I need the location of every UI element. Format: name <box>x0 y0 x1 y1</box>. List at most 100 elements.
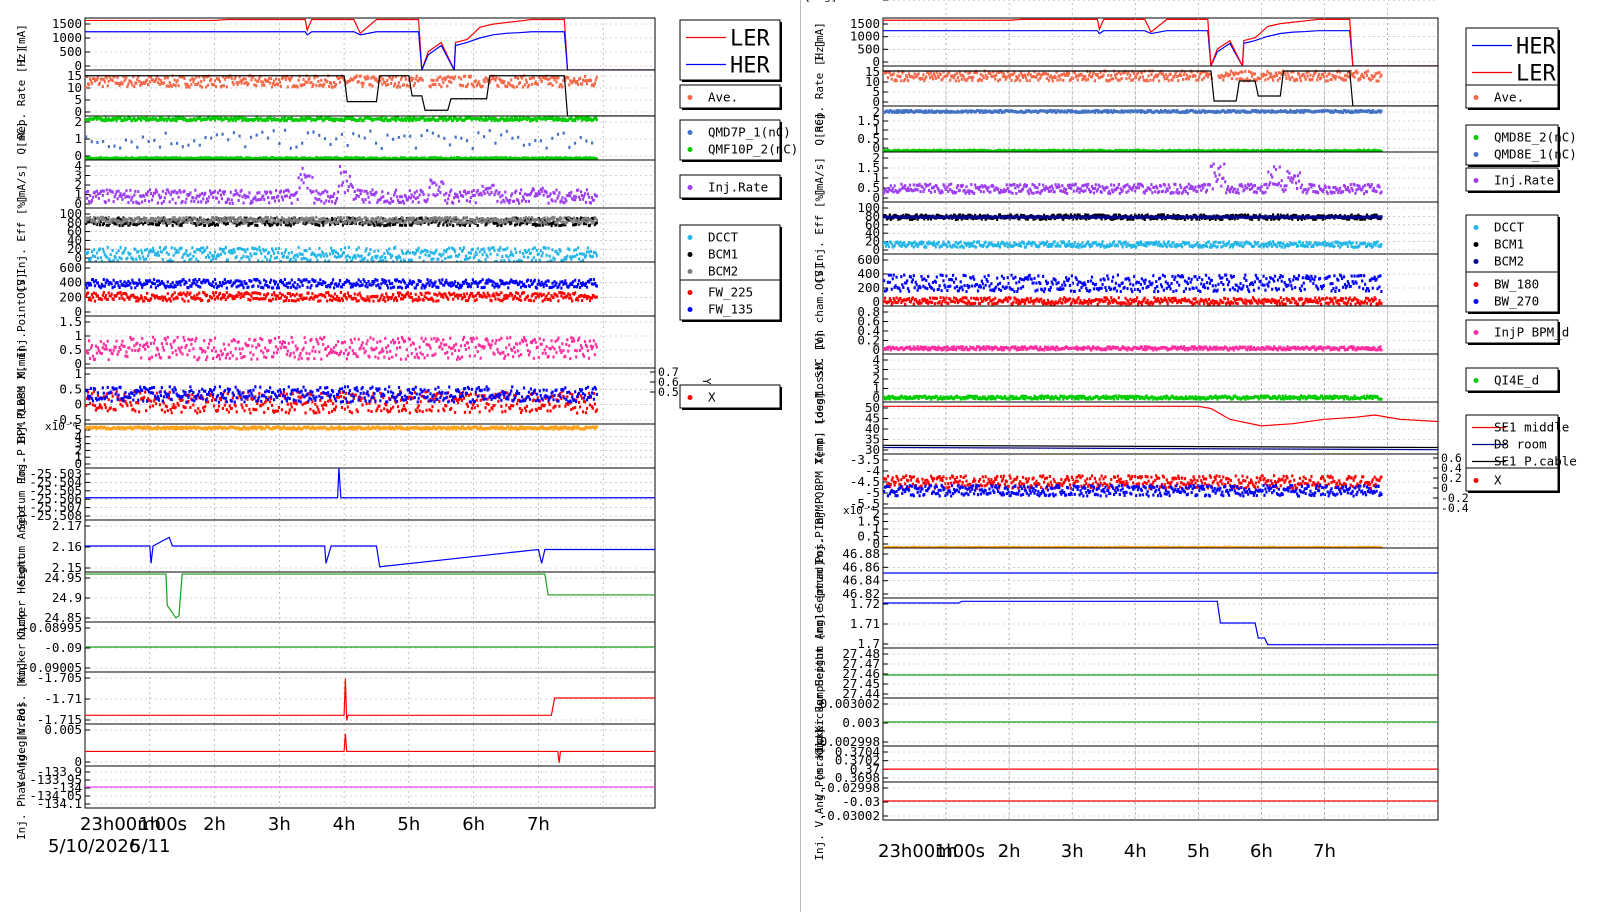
data-point <box>132 200 135 204</box>
data-point <box>270 293 274 297</box>
data-point <box>513 118 516 122</box>
data-point <box>146 78 149 82</box>
data-point <box>230 294 233 298</box>
data-point <box>412 216 415 220</box>
data-point <box>162 81 165 85</box>
data-point <box>112 278 115 282</box>
data-point <box>324 221 327 225</box>
data-point <box>291 283 294 287</box>
data-point <box>267 292 270 296</box>
data-point <box>501 193 504 197</box>
y-tick-label: 500 <box>59 44 82 59</box>
data-point <box>163 284 166 288</box>
data-point <box>207 279 210 283</box>
data-point <box>532 299 535 303</box>
data-point <box>555 188 558 192</box>
data-point <box>323 118 326 122</box>
data-point <box>501 79 504 83</box>
data-point <box>402 221 406 225</box>
data-point <box>300 116 303 120</box>
data-point <box>570 116 573 120</box>
data-point <box>393 193 396 197</box>
plot-frame <box>84 159 656 209</box>
data-point <box>225 291 228 295</box>
data-point <box>159 195 162 199</box>
data-point <box>113 75 116 79</box>
data-point <box>561 280 564 284</box>
data-point <box>90 81 94 85</box>
data-point <box>514 247 517 251</box>
data-point <box>122 119 125 123</box>
data-point <box>256 224 259 228</box>
data-point <box>361 223 364 227</box>
data-point <box>536 82 539 86</box>
data-point <box>171 197 174 201</box>
data-point <box>240 188 243 192</box>
data-point <box>204 223 207 227</box>
data-point <box>351 216 354 220</box>
data-point <box>139 83 142 87</box>
data-point <box>392 223 395 227</box>
data-point <box>93 190 97 194</box>
data-point <box>595 295 598 299</box>
data-point <box>85 216 89 220</box>
data-point <box>560 217 563 221</box>
data-point <box>87 258 91 262</box>
data-point <box>158 116 162 120</box>
data-point <box>335 220 339 224</box>
series-ave <box>85 74 598 89</box>
data-point <box>505 293 508 297</box>
data-point <box>526 85 530 89</box>
data-point <box>357 194 360 198</box>
data-point <box>144 248 147 252</box>
data-point <box>219 116 223 120</box>
data-point <box>332 117 336 121</box>
data-point <box>305 296 308 300</box>
data-point <box>99 256 102 260</box>
data-point <box>386 283 389 287</box>
data-point <box>567 194 570 198</box>
data-point <box>381 190 384 194</box>
data-point <box>579 190 583 194</box>
data-point <box>551 116 554 120</box>
data-point <box>104 200 107 204</box>
data-point <box>274 247 278 251</box>
legend-label: FW_135 <box>708 302 753 317</box>
data-point <box>453 248 456 252</box>
data-point <box>541 217 544 221</box>
data-point <box>501 299 504 303</box>
data-point <box>166 280 169 284</box>
data-point <box>94 279 98 283</box>
data-point <box>456 217 460 221</box>
data-point <box>286 85 289 89</box>
data-point <box>270 278 273 282</box>
data-point <box>91 278 95 282</box>
data-point <box>295 190 298 194</box>
data-point <box>563 292 566 296</box>
data-point <box>342 119 346 123</box>
data-point <box>247 255 250 259</box>
data-point <box>258 297 261 301</box>
data-point <box>172 83 175 87</box>
data-point <box>398 255 402 259</box>
data-point <box>245 282 248 286</box>
data-point <box>231 221 234 225</box>
data-point <box>117 216 120 220</box>
data-point <box>393 245 397 249</box>
data-point <box>183 282 186 286</box>
data-point <box>447 218 450 222</box>
data-point <box>466 299 470 303</box>
data-point <box>547 279 550 283</box>
data-point <box>250 294 253 298</box>
data-point <box>286 223 289 227</box>
data-point <box>243 81 246 85</box>
data-point <box>297 278 300 282</box>
data-point <box>361 198 364 202</box>
data-point <box>350 117 353 121</box>
legend-rep-rate-hz: Ave. <box>679 84 782 110</box>
data-point <box>513 260 516 262</box>
data-point <box>221 293 224 297</box>
data-point <box>175 222 178 226</box>
data-point <box>413 298 416 302</box>
data-point <box>398 195 402 199</box>
